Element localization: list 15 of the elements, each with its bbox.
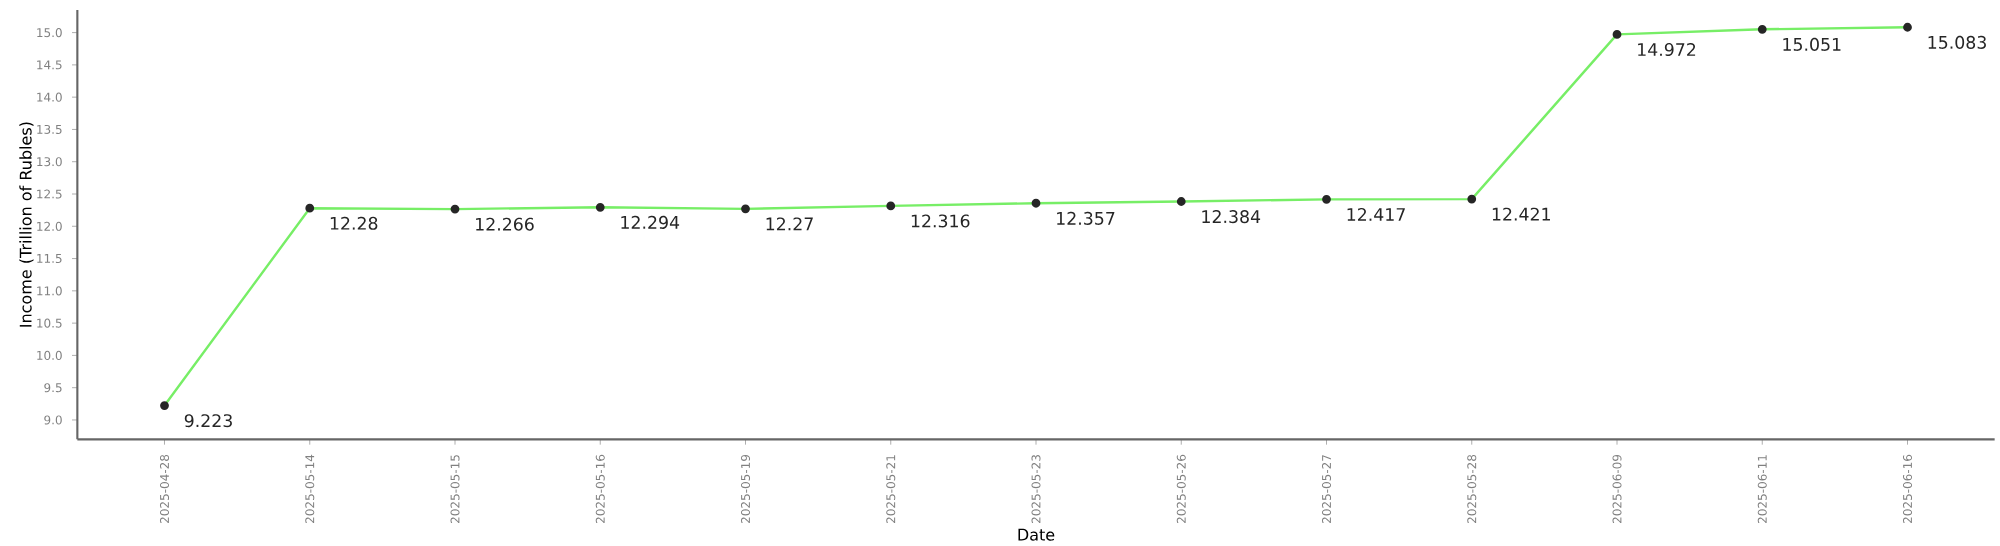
data-label: 12.357	[1057, 211, 1115, 225]
data-label: 12.384	[1202, 210, 1261, 224]
data-label: 12.421	[1492, 207, 1550, 221]
data-label: 12.28	[330, 216, 378, 230]
y-axis-title: Income (Trillion of Rubles)	[19, 122, 34, 327]
data-label: 15.083	[1928, 35, 1986, 49]
data-label: 12.27	[766, 217, 813, 231]
x-axis-title: Date	[1018, 528, 1055, 541]
data-label: 12.266	[476, 217, 534, 231]
data-label: 12.294	[621, 215, 680, 229]
data-label: 14.972	[1638, 42, 1696, 57]
data-label: 15.051	[1783, 37, 1841, 51]
data-label: 9.223	[184, 414, 232, 428]
data-label: 12.316	[911, 214, 970, 228]
data-label: 12.417	[1347, 207, 1405, 221]
